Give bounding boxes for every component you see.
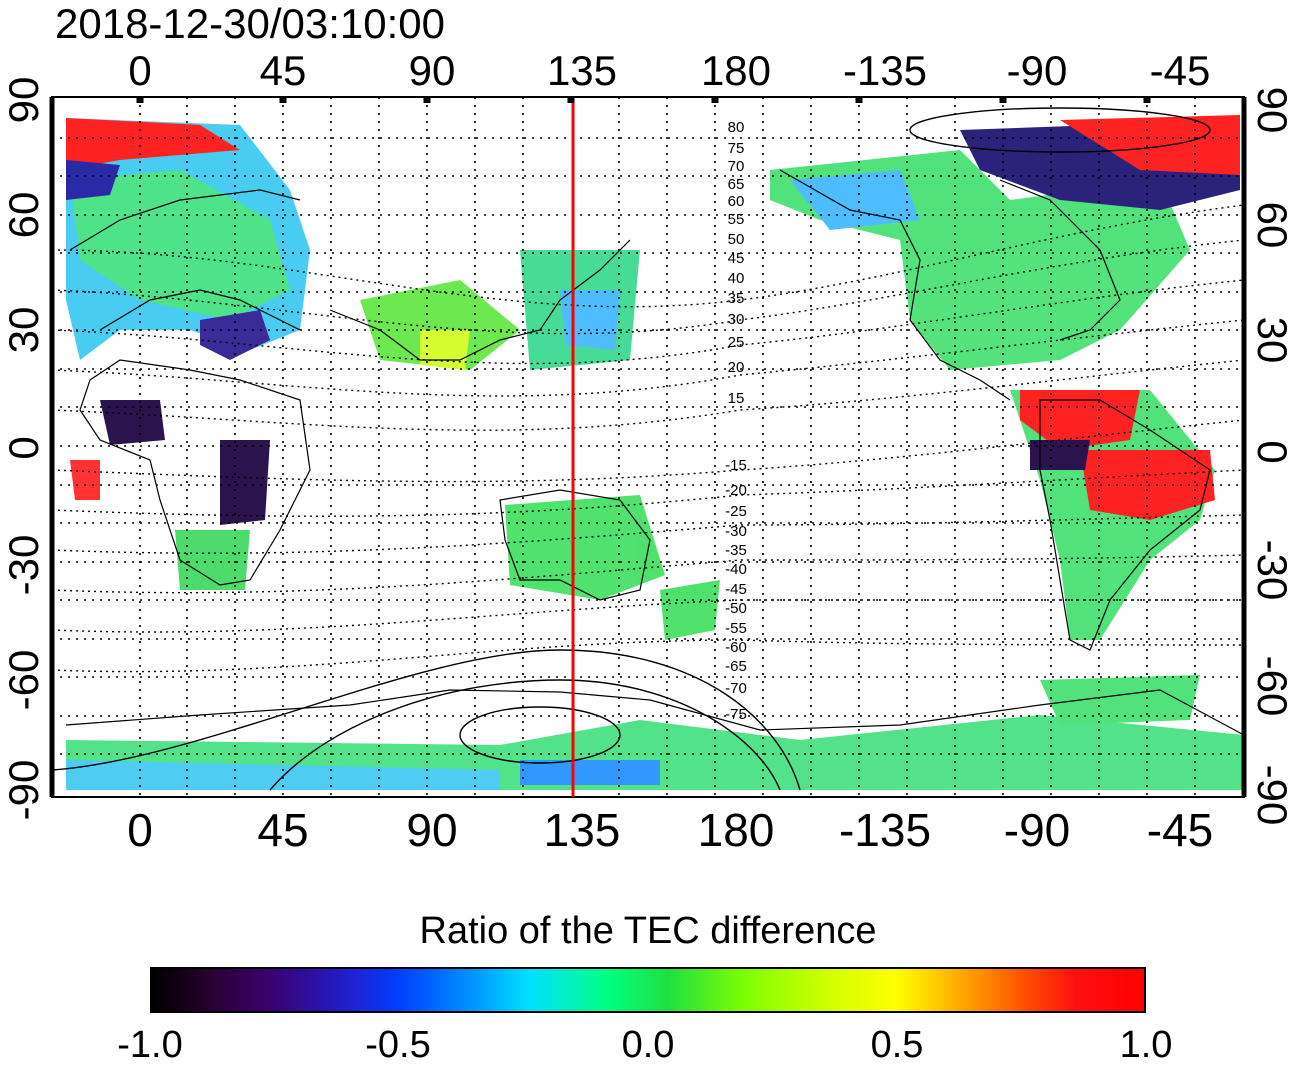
- lon-tick-top: 0: [128, 47, 151, 94]
- contour-label: 40: [728, 270, 745, 287]
- axis-tick-marks: [136, 97, 1151, 103]
- colorbar-tick: -1.0: [117, 1024, 183, 1066]
- lon-tick-bottom: 135: [544, 804, 621, 856]
- timestamp-title: 2018-12-30/03:10:00: [55, 0, 445, 47]
- lat-tick-left: 90: [0, 77, 47, 124]
- lat-tick-left: -60: [0, 650, 47, 711]
- lat-tick-left: 0: [0, 436, 47, 459]
- contour-label: -15: [725, 457, 747, 474]
- contour-label: -75: [725, 706, 747, 723]
- lat-tick-right: 60: [1249, 202, 1296, 249]
- lon-tick-bottom: -135: [839, 804, 931, 856]
- lon-tick-bottom: -45: [1147, 804, 1213, 856]
- contour-label: 75: [728, 140, 745, 157]
- lon-tick-bottom: 45: [257, 804, 308, 856]
- contour-label: 70: [728, 158, 745, 175]
- contour-label: -50: [725, 600, 747, 617]
- lon-tick-bottom: 0: [127, 804, 153, 856]
- coastlines: [65, 169, 1244, 736]
- lat-tick-right: -30: [1249, 540, 1296, 601]
- contour-label: -35: [725, 542, 747, 559]
- contour-label: 20: [728, 359, 745, 376]
- lat-tick-left: -90: [0, 760, 47, 821]
- lat-tick-left: 30: [0, 307, 47, 354]
- colorbar-tick: -0.5: [365, 1024, 431, 1066]
- graticule: [52, 97, 1244, 797]
- contour-label: 60: [728, 193, 745, 210]
- colorbar: [150, 967, 1146, 1013]
- lon-tick-top: -45: [1150, 47, 1211, 94]
- contour-label: -30: [725, 523, 747, 540]
- contour-label: -45: [725, 581, 747, 598]
- lon-tick-bottom: 180: [698, 804, 775, 856]
- magnetic-contours: [52, 204, 1244, 673]
- lat-tick-left: 60: [0, 192, 47, 239]
- lat-tick-right: 0: [1249, 440, 1296, 463]
- lat-labels-left: 90 60 30 0 -30 -60 -90: [0, 77, 47, 821]
- lat-tick-right: 90: [1249, 87, 1296, 134]
- axis-side-bars: [49, 97, 1247, 797]
- lon-tick-top: 135: [547, 47, 617, 94]
- lon-labels-top: 0 45 90 135 180 -135 -90 -45: [128, 47, 1210, 94]
- contour-label: 50: [728, 231, 745, 248]
- colorbar-title: Ratio of the TEC difference: [419, 910, 877, 952]
- lat-tick-right: -90: [1249, 765, 1296, 826]
- contour-label: 35: [728, 290, 745, 307]
- contour-label: 30: [728, 311, 745, 328]
- lon-tick-top: -90: [1007, 47, 1068, 94]
- colorbar-tick: 1.0: [1119, 1024, 1173, 1066]
- lat-tick-right: 30: [1249, 317, 1296, 364]
- contour-label: -65: [725, 658, 747, 675]
- lon-tick-top: 180: [701, 47, 771, 94]
- colorbar-tick: 0.5: [870, 1024, 924, 1066]
- contour-label: 15: [728, 390, 745, 407]
- colorbar-tick: 0.0: [621, 1024, 675, 1066]
- contour-label: 45: [728, 250, 745, 267]
- lon-tick-bottom: 90: [406, 804, 457, 856]
- lon-labels-bottom: 0 45 90 135 180 -135 -90 -45: [127, 804, 1213, 856]
- contour-label: -20: [725, 482, 747, 499]
- lon-tick-top: 45: [260, 47, 307, 94]
- tec-map: 0 45 90 135 180 -135 -90 -45 0 45 90 135…: [0, 47, 1296, 856]
- contour-label: -25: [725, 503, 747, 520]
- contour-labels: 80 75 70 65 60 55 50 45 40 35 30 25 20 1…: [725, 119, 747, 723]
- lon-tick-top: 90: [409, 47, 456, 94]
- contour-label: -40: [725, 561, 747, 578]
- lat-labels-right: 90 60 30 0 -30 -60 -90: [1249, 87, 1296, 826]
- contour-label: -60: [725, 639, 747, 656]
- lon-tick-bottom: -90: [1004, 804, 1070, 856]
- contour-label: -55: [725, 620, 747, 637]
- polar-ovals: [52, 107, 1211, 791]
- contour-label: 65: [728, 176, 745, 193]
- tec-patches: [66, 115, 1244, 790]
- contour-label: 80: [728, 119, 745, 136]
- lat-tick-left: -30: [0, 535, 47, 596]
- lat-tick-right: -60: [1249, 656, 1296, 717]
- contour-label: -70: [725, 680, 747, 697]
- lon-tick-top: -135: [843, 47, 927, 94]
- contour-label: 55: [728, 211, 745, 228]
- contour-label: 25: [728, 334, 745, 351]
